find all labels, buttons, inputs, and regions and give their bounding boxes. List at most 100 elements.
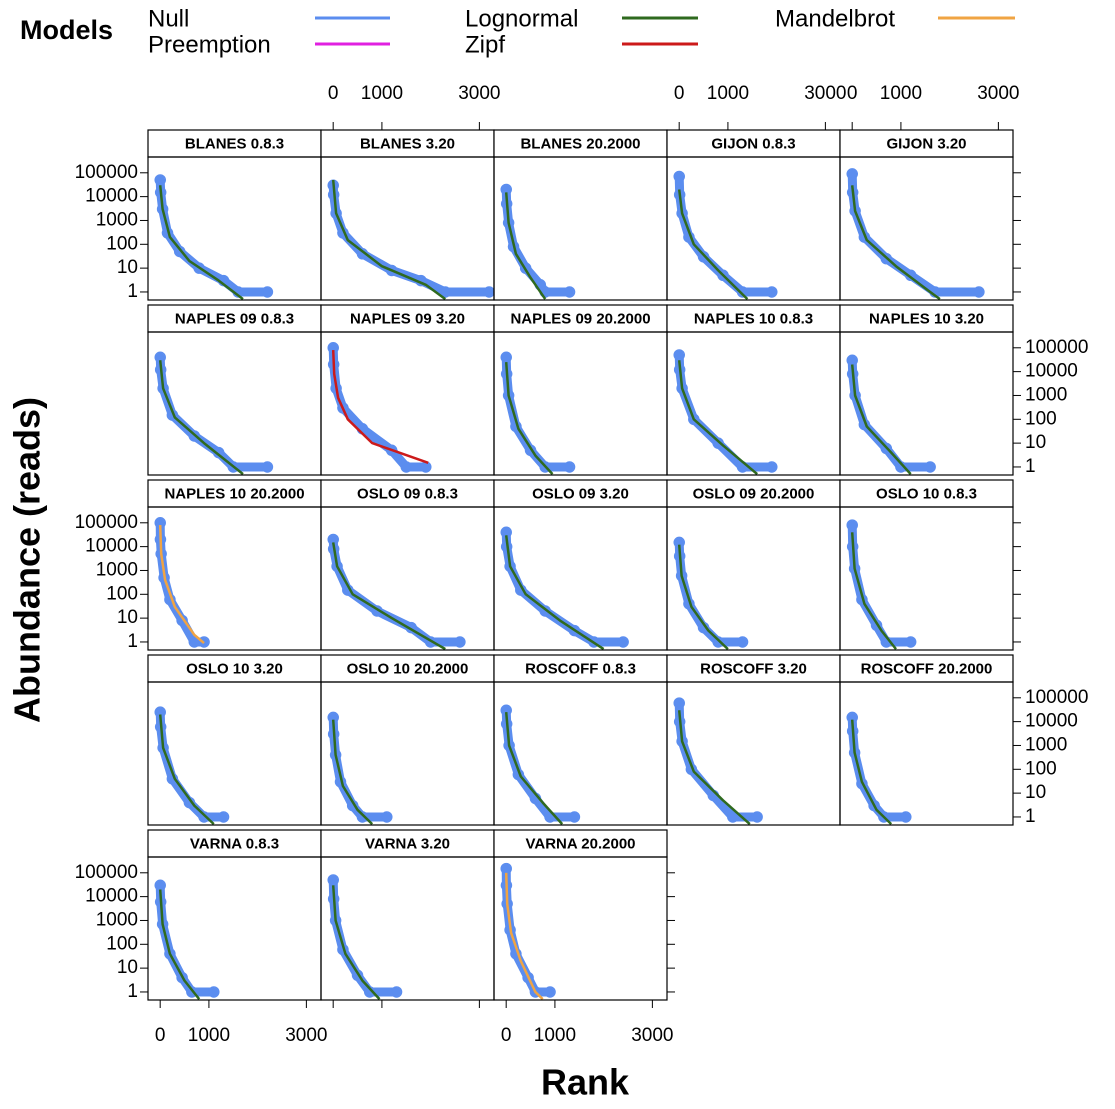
panel-title: BLANES 20.2000 [520,135,640,152]
data-point [524,444,537,457]
panel-title: NAPLES 10 3.20 [869,310,984,327]
panel-title: BLANES 3.20 [360,135,455,152]
plot-area [500,526,629,650]
panel-frame [666,681,841,826]
data-point [173,245,186,258]
fit-line [331,179,447,300]
data-point [563,461,576,473]
panel-frame [147,506,322,651]
fit-line [158,889,201,1000]
data-band [328,180,494,297]
plot-area [500,351,576,475]
panel-title: VARNA 20.2000 [525,835,635,852]
data-point [439,286,452,298]
panel-frame [839,331,1014,476]
panel: NAPLES 10 0.8.3 [666,304,841,476]
data-band [674,698,762,822]
panel-frame [666,506,841,651]
y-tick-label: 100 [106,933,138,954]
data-point [617,636,629,648]
y-tick-label: 1 [127,981,138,1002]
strip [147,129,322,158]
data-point [900,811,912,823]
y-tick-label: 10 [117,957,138,978]
data-point [904,636,917,648]
fit-line [677,360,759,475]
panel: OSLO 10 3.20 [147,654,322,826]
panel: VARNA 3.20 [320,829,495,1001]
y-tick-label: 10 [1025,432,1046,453]
x-tick-label: 1000 [188,1025,230,1046]
y-tick-label: 100000 [75,512,138,533]
panel-frame [493,681,668,826]
plot-area [673,536,749,650]
data-band [501,864,555,997]
data-point [193,262,205,274]
data-point [385,264,398,277]
plot-area [846,711,912,825]
panel-frame [320,856,495,1001]
panel: OSLO 10 0.8.3 [839,479,1014,651]
x-tick-label: 1000 [361,83,403,104]
y-tick-label: 1 [1025,456,1036,477]
data-point [217,811,230,823]
plot-area [673,170,778,300]
y-tick-label: 1000 [96,909,138,930]
panel-title: NAPLES 09 0.8.3 [175,310,294,327]
data-point [563,286,576,298]
strip [839,654,1014,683]
data-point [356,811,369,823]
y-tick-label: 1000 [96,559,138,580]
panel-frame [839,156,1014,301]
data-point [568,811,581,823]
panel-title: GIJON 3.20 [886,135,966,152]
x-tick-label: 3000 [804,83,846,104]
data-point [688,413,700,426]
y-tick-label: 10 [117,257,138,278]
panel-title: GIJON 0.8.3 [711,135,795,152]
panel-title: NAPLES 09 3.20 [350,310,465,327]
panel: VARNA 20.2000 [493,829,668,1001]
x-tick-label: 3000 [285,1025,327,1046]
fit-line [158,360,244,475]
panel-frame [147,856,322,1001]
y-tick-label: 100000 [75,862,138,883]
data-point [766,461,778,473]
panel-frame [320,331,495,476]
y-tick-label: 10000 [85,886,138,907]
data-point [519,262,532,274]
panel-title: OSLO 10 20.2000 [347,660,469,677]
data-point [712,636,724,648]
data-point [846,519,858,531]
x-tick-label: 3000 [458,83,500,104]
data-point [717,269,729,282]
x-tick-label: 0 [847,83,858,104]
panel-frame [493,331,668,476]
y-tick-label: 1000 [1025,384,1067,405]
fit-line [677,189,749,300]
data-point [539,605,551,617]
data-point [539,461,551,473]
data-point [208,986,220,998]
plot-area [500,704,581,825]
fit-line [850,364,912,475]
plot-area [154,174,274,300]
data-point [878,811,890,823]
panel-frame [666,156,841,301]
y-axis-title: Abundance (reads) [7,397,48,723]
plot-area [327,711,393,825]
data-point [212,446,225,459]
data-point [198,636,210,648]
strip [493,479,668,508]
y-tick-label: 10 [1025,782,1046,803]
y-tick-label: 1000 [96,209,138,230]
panel-title: NAPLES 09 20.2000 [510,310,650,327]
strip [147,829,322,858]
legend-title: Models [20,15,113,45]
legend-label: Null [148,5,189,32]
data-point [351,969,364,982]
panel: NAPLES 09 20.2000 [493,304,668,476]
panel: OSLO 09 3.20 [493,479,668,651]
